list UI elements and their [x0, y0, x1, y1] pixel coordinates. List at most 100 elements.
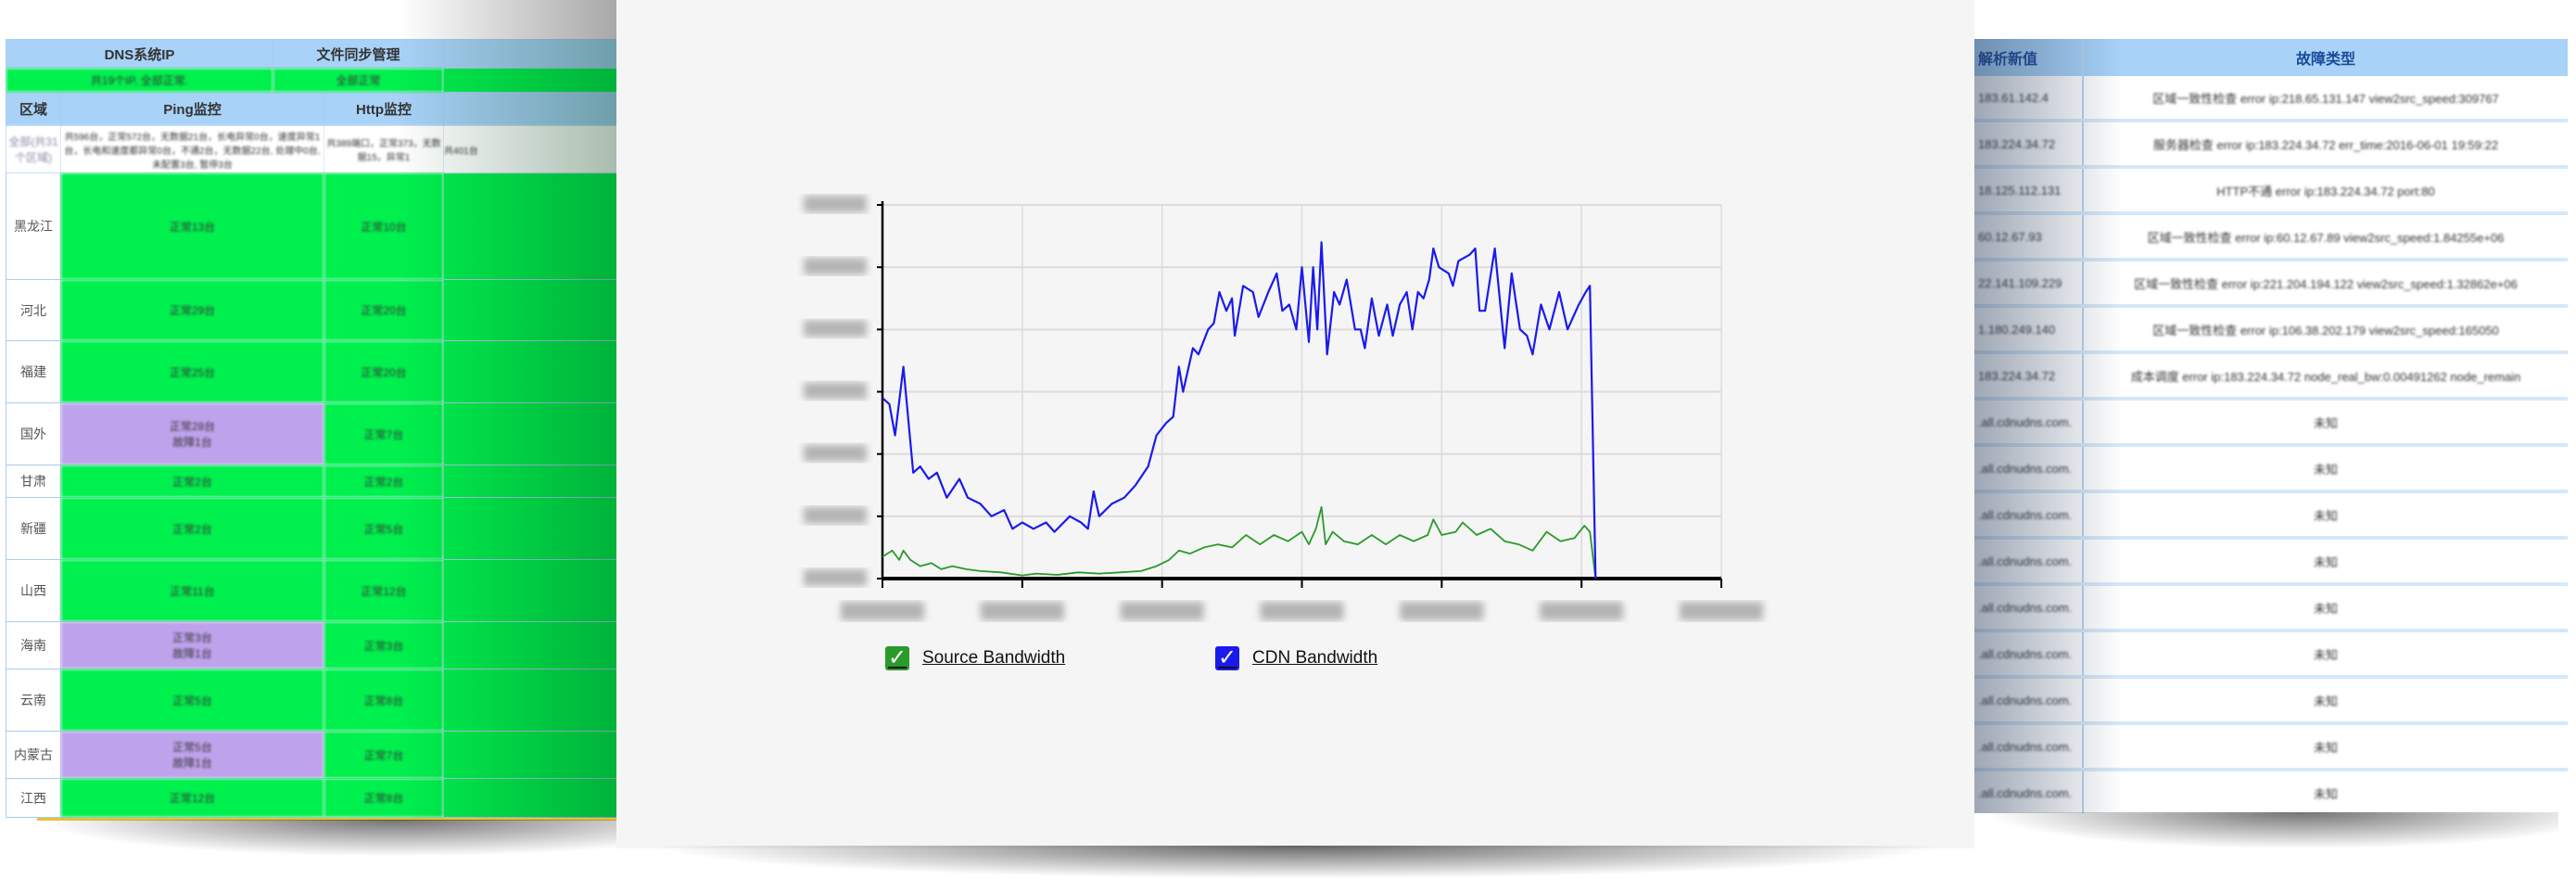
resolved-value-cell: .all.cdnudns.com. [1974, 677, 2084, 725]
table-row: 江西 正常12台 正常8台 [6, 778, 616, 818]
fault-type-cell: 服务器检查 error ip:183.224.34.72 err_time:20… [2083, 121, 2568, 169]
resolved-value-cell: .all.cdnudns.com. [1974, 723, 2084, 771]
http-cell[interactable]: 正常8台 [323, 669, 445, 732]
y-tick-label [804, 444, 867, 462]
http-cell[interactable]: 正常2台 [323, 465, 445, 498]
fault-type-cell: HTTP不通 error ip:183.224.34.72 port:80 [2083, 167, 2568, 215]
http-cell[interactable]: 正常7台 [323, 731, 445, 779]
table-row: 云南 正常5台 正常8台 [6, 669, 616, 732]
y-tick-label [804, 382, 867, 400]
col-ping: Ping监控 [60, 92, 324, 126]
ping-cell[interactable]: 正常12台 [60, 778, 324, 818]
http-cell[interactable]: 正常10台 [323, 172, 445, 280]
panel-shadow [37, 820, 630, 857]
fault-type-cell: 未知 [2083, 445, 2568, 493]
ping-count: 故障1台 [172, 757, 212, 770]
fault-type-cell: 区域一致性检查 error ip:218.65.131.147 view2src… [2083, 76, 2568, 122]
checkbox-checked-icon[interactable]: ✓ [1215, 646, 1239, 670]
table-row: .all.cdnudns.com. 未知 [1974, 399, 2568, 447]
x-tick-label [1260, 602, 1344, 620]
status-cell [443, 68, 616, 93]
ping-count: 正常2台 [172, 475, 212, 489]
extra-cell [443, 279, 616, 341]
legend-cdn-bandwidth[interactable]: ✓ CDN Bandwidth [1215, 646, 1377, 670]
table-bottom-border [37, 818, 616, 821]
extra-cell [443, 621, 616, 669]
table-row: 60.12.67.93 区域一致性检查 error ip:60.12.67.89… [1974, 213, 2568, 261]
http-cell[interactable]: 正常3台 [323, 621, 445, 669]
y-tick-label [804, 569, 867, 586]
ping-cell[interactable]: 正常25台 [60, 340, 324, 403]
ping-cell[interactable]: 正常5台 [60, 669, 324, 732]
checkbox-checked-icon[interactable]: ✓ [885, 646, 909, 670]
region-cell[interactable]: 新疆 [6, 497, 61, 560]
resolved-value-cell: 22.141.109.229 [1974, 260, 2084, 308]
region-cell[interactable]: 内蒙古 [6, 731, 61, 779]
region-cell[interactable]: 山西 [6, 559, 61, 622]
resolved-value-cell: 1.180.249.140 [1974, 306, 2084, 354]
tab-dns-ip[interactable]: DNS系统IP [6, 39, 273, 69]
table-row: .all.cdnudns.com. 未知 [1974, 723, 2568, 771]
x-tick-label [1400, 602, 1484, 620]
y-tick-label [804, 196, 867, 212]
extra-cell [443, 778, 616, 818]
legend-source-bandwidth[interactable]: ✓ Source Bandwidth [885, 646, 1065, 670]
col-region: 区域 [6, 92, 61, 126]
http-cell[interactable]: 正常5台 [323, 497, 445, 560]
region-cell[interactable]: 甘肃 [6, 465, 61, 498]
extra-cell [443, 465, 616, 498]
y-tick-label [804, 320, 867, 338]
bandwidth-chart-panel: ✓ Source Bandwidth ✓ CDN Bandwidth [616, 0, 1974, 848]
region-cell[interactable]: 黑龙江 [6, 172, 61, 280]
ping-cell[interactable]: 正常3台故障1台 [60, 621, 324, 669]
tab-file-sync[interactable]: 文件同步管理 [272, 39, 445, 69]
resolved-value-cell: 183.61.142.4 [1974, 76, 2084, 122]
panel-shadow [399, 0, 621, 39]
col-extra [443, 92, 616, 126]
ping-cell[interactable]: 正常11台 [60, 559, 324, 622]
table-row: 国外 正常28台 故障1台 正常7台 [6, 402, 616, 465]
fault-type-cell: 未知 [2083, 723, 2568, 771]
http-cell[interactable]: 正常20台 [323, 279, 445, 341]
ping-cell[interactable]: 正常5台 故障1台 [60, 731, 324, 779]
ping-cell[interactable]: 正常13台 [60, 172, 324, 280]
region-cell[interactable]: 云南 [6, 669, 61, 732]
resolved-value-cell: .all.cdnudns.com. [1974, 631, 2084, 679]
col-resolved-value: 解析新值 [1974, 39, 2084, 76]
table-row: 183.224.34.72 成本调度 error ip:183.224.34.7… [1974, 352, 2568, 401]
fault-type-cell: 未知 [2083, 631, 2568, 679]
table-row: .all.cdnudns.com. 未知 [1974, 445, 2568, 493]
col-http: Http监控 [323, 92, 445, 126]
table-row: .all.cdnudns.com. 未知 [1974, 491, 2568, 540]
ping-cell[interactable]: 正常28台 故障1台 [60, 402, 324, 465]
http-cell[interactable]: 正常12台 [323, 559, 445, 622]
resolved-value-cell: 18.125.112.131 [1974, 167, 2084, 215]
table-row: 183.224.34.72 服务器检查 error ip:183.224.34.… [1974, 121, 2568, 169]
region-cell[interactable]: 河北 [6, 279, 61, 341]
resolved-value-cell: 60.12.67.93 [1974, 213, 2084, 261]
region-cell[interactable]: 国外 [6, 402, 61, 465]
region-cell[interactable]: 江西 [6, 778, 61, 818]
ping-count: 正常5台 [172, 694, 212, 707]
x-tick-label [980, 602, 1064, 620]
ping-cell[interactable]: 正常29台 [60, 279, 324, 341]
http-cell[interactable]: 正常8台 [323, 778, 445, 818]
monitor-table-panel: DNS系统IP 文件同步管理 共19个IP, 全部正常. 全部正常 区域 Pin… [6, 39, 616, 820]
ping-count: 故障1台 [172, 647, 212, 660]
region-cell[interactable]: 海南 [6, 621, 61, 669]
extra-cell [443, 559, 616, 622]
region-cell[interactable]: 福建 [6, 340, 61, 403]
resolved-value-cell: .all.cdnudns.com. [1974, 445, 2084, 493]
http-cell[interactable]: 正常20台 [323, 340, 445, 403]
ping-cell[interactable]: 正常2台 [60, 465, 324, 498]
ping-count: 正常3台 [172, 631, 212, 644]
resolved-value-cell: 183.224.34.72 [1974, 352, 2084, 401]
table-row: 18.125.112.131 HTTP不通 error ip:183.224.3… [1974, 167, 2568, 215]
ping-cell[interactable]: 正常2台 [60, 497, 324, 560]
http-cell[interactable]: 正常7台 [323, 402, 445, 465]
fault-type-cell: 成本调度 error ip:183.224.34.72 node_real_bw… [2083, 352, 2568, 401]
summary-ping: 共596台，正常572台，无数据21台，长电异常0台，速度异常1台，长电和速度都… [60, 125, 324, 173]
col-fault-type: 故障类型 [2083, 39, 2568, 76]
fault-type-cell: 区域一致性检查 error ip:60.12.67.89 view2src_sp… [2083, 213, 2568, 261]
summary-region[interactable]: 全部(共31个区域) [6, 125, 61, 173]
